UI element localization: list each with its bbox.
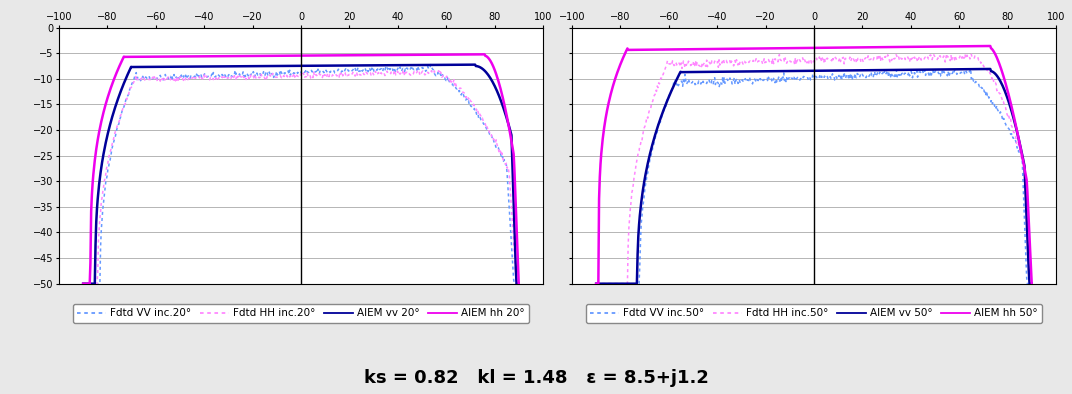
- Legend: Fdtd VV inc.50°, Fdtd HH inc.50°, AIEM vv 50°, AIEM hh 50°: Fdtd VV inc.50°, Fdtd HH inc.50°, AIEM v…: [585, 304, 1042, 323]
- Legend: Fdtd VV inc.20°, Fdtd HH inc.20°, AIEM vv 20°, AIEM hh 20°: Fdtd VV inc.20°, Fdtd HH inc.20°, AIEM v…: [73, 304, 530, 323]
- Text: ks = 0.82   kl = 1.48   ε = 8.5+j1.2: ks = 0.82 kl = 1.48 ε = 8.5+j1.2: [363, 369, 709, 387]
